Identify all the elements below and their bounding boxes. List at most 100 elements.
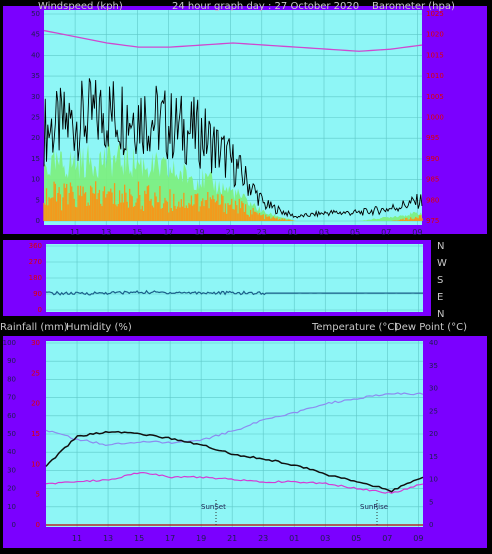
- time-tick-label: 07: [381, 228, 391, 237]
- windspeed-tick-label: 10: [31, 176, 40, 184]
- barometer-tick-label: 1005: [426, 93, 444, 101]
- time-tick-label: 15: [134, 534, 144, 543]
- sunset-label: SunSet: [201, 503, 226, 511]
- temperature-tick-label: 20: [429, 430, 438, 438]
- compass-label: W: [437, 258, 447, 269]
- rainfall-tick-label: 25: [31, 369, 40, 377]
- windspeed-axis-title: Windspeed (kph): [38, 1, 123, 12]
- time-tick-label: 21: [227, 534, 237, 543]
- barometer-tick-label: 1015: [426, 51, 444, 59]
- compass-label: N: [437, 309, 444, 320]
- wind-direction-line: [45, 289, 424, 296]
- windspeed-tick-label: 0: [36, 217, 40, 225]
- temperature-tick-label: 0: [429, 521, 433, 529]
- direction-tick-label: 180: [29, 274, 42, 282]
- barometer-tick-label: 995: [426, 134, 439, 142]
- time-tick-label: 21: [226, 228, 236, 237]
- direction-tick-label: 0: [38, 306, 42, 314]
- time-tick-label: 15: [132, 228, 142, 237]
- barometer-tick-label: 1010: [426, 72, 444, 80]
- barometer-tick-label: 1025: [426, 10, 444, 18]
- humidity-tick-label: 80: [7, 375, 16, 383]
- compass-label: S: [437, 275, 443, 286]
- barometer-line: [43, 29, 423, 52]
- time-tick-label: 05: [350, 228, 360, 237]
- humidity-tick-label: 50: [7, 430, 16, 438]
- time-tick-label: 01: [289, 534, 299, 543]
- temperature-tick-label: 30: [429, 385, 438, 393]
- humidity-tick-label: 90: [7, 357, 16, 365]
- humidity-tick-label: 40: [7, 448, 16, 456]
- rainfall-tick-label: 30: [31, 339, 40, 347]
- chart-title: 24 hour graph day : 27 October 2020: [172, 1, 359, 12]
- time-tick-label: 09: [412, 228, 422, 237]
- time-tick-label: 07: [382, 534, 392, 543]
- time-tick-label: 03: [320, 534, 330, 543]
- time-tick-label: 23: [257, 228, 267, 237]
- humidity-tick-label: 0: [12, 521, 16, 529]
- temperature-tick-label: 40: [429, 339, 438, 347]
- windspeed-tick-label: 50: [31, 10, 40, 18]
- time-tick-label: 01: [288, 228, 298, 237]
- windspeed-tick-label: 45: [31, 31, 40, 39]
- time-tick-label: 19: [196, 534, 206, 543]
- temperature-axis-title: Temperature (°C): [311, 322, 398, 333]
- temperature-line: [45, 430, 424, 493]
- time-tick-label: 05: [351, 534, 361, 543]
- humidity-tick-label: 70: [7, 394, 16, 402]
- time-tick-label: 13: [101, 228, 111, 237]
- humidity-tick-label: 20: [7, 485, 16, 493]
- windspeed-tick-label: 25: [31, 114, 40, 122]
- temperature-tick-label: 25: [429, 407, 438, 415]
- dew-point-line: [45, 471, 424, 494]
- temperature-tick-label: 10: [429, 476, 438, 484]
- time-tick-label: 11: [70, 228, 80, 237]
- humidity-tick-label: 30: [7, 466, 16, 474]
- rainfall-tick-label: 20: [31, 400, 40, 408]
- time-tick-label: 19: [194, 228, 204, 237]
- time-tick-label: 11: [72, 534, 82, 543]
- sunrise-label: SunRise: [360, 503, 388, 511]
- compass-label: N: [437, 241, 444, 252]
- time-tick-label: 17: [163, 228, 173, 237]
- windspeed-tick-label: 15: [31, 155, 40, 163]
- dewpoint-axis-title: Dew Point (°C): [394, 322, 467, 333]
- time-tick-label: 23: [258, 534, 268, 543]
- windspeed-tick-label: 5: [36, 196, 40, 204]
- barometer-tick-label: 990: [426, 155, 439, 163]
- gust-line: [43, 78, 423, 219]
- direction-tick-label: 360: [29, 242, 42, 250]
- compass-label: E: [437, 292, 443, 303]
- time-tick-label: 09: [413, 534, 423, 543]
- temperature-tick-label: 5: [429, 498, 433, 506]
- time-tick-label: 03: [319, 228, 329, 237]
- humidity-tick-label: 100: [3, 339, 16, 347]
- rainfall-tick-label: 10: [31, 460, 40, 468]
- time-tick-label: 17: [165, 534, 175, 543]
- rainfall-tick-label: 0: [36, 521, 40, 529]
- rainfall-axis-title: Rainfall (mm): [0, 322, 68, 333]
- barometer-tick-label: 1000: [426, 114, 444, 122]
- windspeed-tick-label: 30: [31, 93, 40, 101]
- temperature-tick-label: 35: [429, 362, 438, 370]
- barometer-tick-label: 985: [426, 176, 439, 184]
- humidity-line: [45, 392, 424, 447]
- rainfall-tick-label: 15: [31, 430, 40, 438]
- direction-tick-label: 90: [33, 290, 42, 298]
- humidity-tick-label: 60: [7, 412, 16, 420]
- barometer-tick-label: 975: [426, 217, 439, 225]
- windspeed-tick-label: 20: [31, 134, 40, 142]
- windspeed-tick-label: 40: [31, 51, 40, 59]
- humidity-tick-label: 10: [7, 503, 16, 511]
- humidity-axis-title: Humidity (%): [66, 322, 132, 333]
- temperature-tick-label: 15: [429, 453, 438, 461]
- windspeed-tick-label: 35: [31, 72, 40, 80]
- barometer-tick-label: 1020: [426, 31, 444, 39]
- direction-tick-label: 270: [29, 258, 42, 266]
- rainfall-tick-label: 5: [36, 491, 40, 499]
- barometer-tick-label: 980: [426, 196, 439, 204]
- barometer-axis-title: Barometer (hpa): [372, 1, 455, 12]
- time-tick-label: 13: [103, 534, 113, 543]
